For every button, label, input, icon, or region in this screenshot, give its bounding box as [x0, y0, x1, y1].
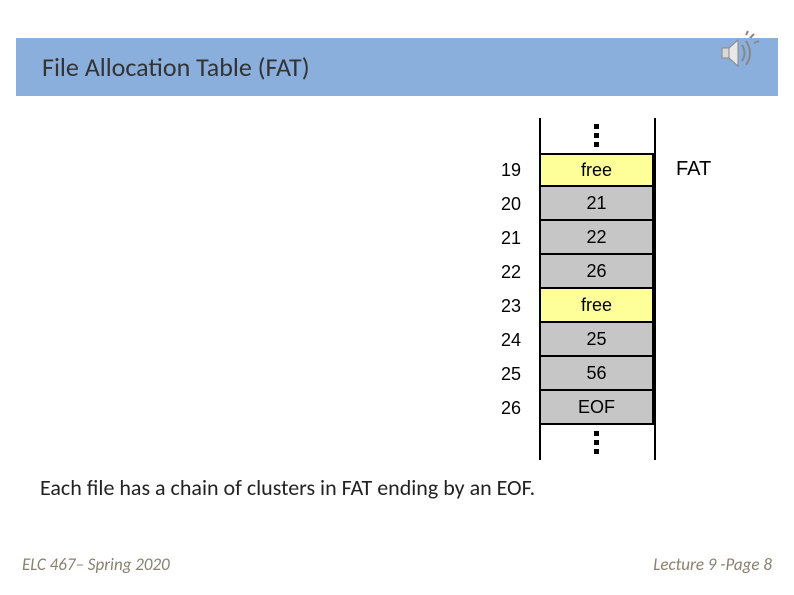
caption-text: Each file has a chain of clusters in FAT…	[40, 474, 535, 501]
speaker-icon	[716, 30, 760, 74]
ellipsis-bottom	[539, 425, 654, 460]
table-row: 23free	[483, 289, 656, 323]
row-index: 24	[483, 323, 539, 357]
fat-label: FAT	[676, 158, 711, 181]
row-value: free	[539, 289, 654, 323]
table-row: 2425	[483, 323, 656, 357]
table-row: 2556	[483, 357, 656, 391]
row-value: 22	[539, 221, 654, 255]
row-index: 23	[483, 289, 539, 323]
footer-right: Lecture 9 -Page 8	[653, 554, 772, 575]
table-row: 2122	[483, 221, 656, 255]
row-value: EOF	[539, 391, 654, 425]
table-row: 19free	[483, 153, 656, 187]
table-row: 2021	[483, 187, 656, 221]
row-value: 26	[539, 255, 654, 289]
title-bar: File Allocation Table (FAT)	[16, 38, 778, 96]
footer-left: ELC 467– Spring 2020	[22, 554, 170, 575]
row-index: 22	[483, 255, 539, 289]
fat-diagram: 19free20212122222623free2425255626EOF	[483, 118, 656, 460]
fat-table: 19free20212122222623free2425255626EOF	[483, 153, 656, 425]
row-value: free	[539, 153, 654, 187]
table-row: 26EOF	[483, 391, 656, 425]
row-value: 21	[539, 187, 654, 221]
row-index: 25	[483, 357, 539, 391]
table-row: 2226	[483, 255, 656, 289]
row-index: 19	[483, 153, 539, 187]
row-value: 56	[539, 357, 654, 391]
slide-title: File Allocation Table (FAT)	[42, 51, 310, 83]
ellipsis-top	[539, 118, 654, 153]
row-index: 21	[483, 221, 539, 255]
row-index: 20	[483, 187, 539, 221]
row-index: 26	[483, 391, 539, 425]
row-value: 25	[539, 323, 654, 357]
